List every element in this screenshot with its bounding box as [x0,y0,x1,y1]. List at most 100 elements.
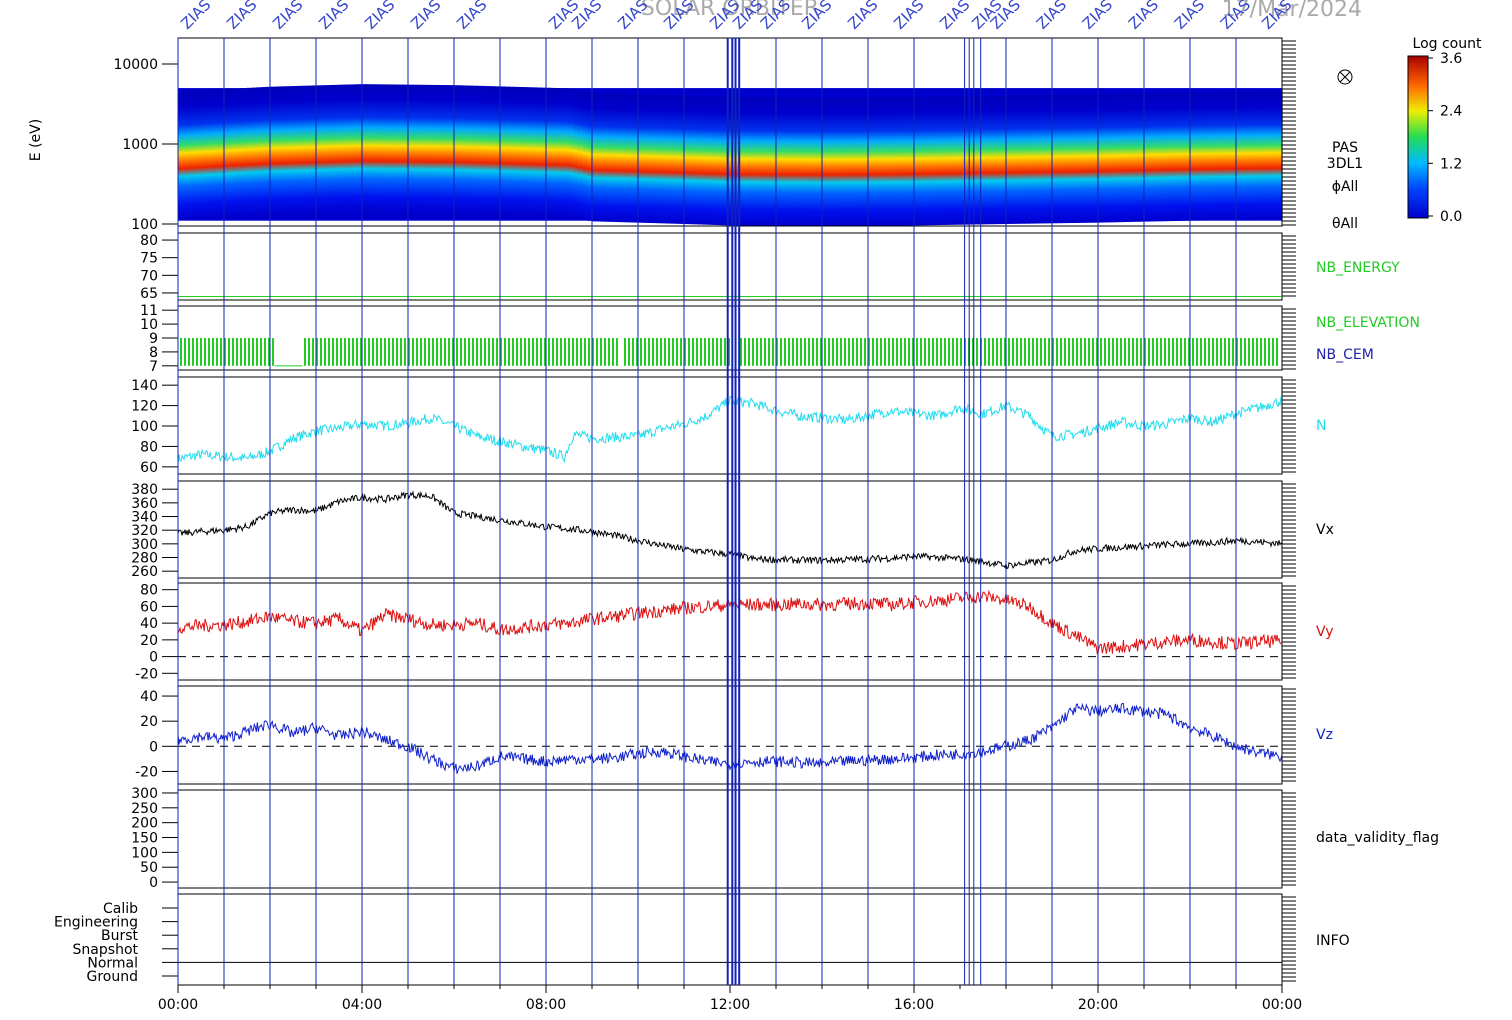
spectrogram-column [1125,93,1131,222]
spectrogram-column [513,86,519,216]
spectrogram-column [1190,92,1196,221]
spectrogram-column [670,95,676,224]
y-tick-label: 0 [149,650,158,666]
spectrogram-column [380,84,386,213]
time-marker-label: ZIAS [315,0,352,33]
spectrogram-column [1102,94,1108,223]
panel-frame [177,582,1283,681]
panel-frame [177,893,1283,986]
spectrogram-column [1093,94,1099,223]
time-marker-label: ZIAS [936,0,973,33]
y-tick-label: 40 [140,616,158,632]
spectrogram-column [794,97,800,226]
spectrogram-column [964,96,970,225]
spectrogram-column [849,97,855,226]
spectrogram-column [1249,91,1255,220]
spectrogram-column [1019,95,1025,224]
spectrogram-right-label: PAS [1332,140,1358,156]
y-tick-label: 100 [131,845,158,861]
spectrogram-column [1157,93,1163,222]
spectrogram-column [1148,93,1154,222]
spectrogram-column [435,84,441,214]
spectrogram-column [955,96,961,225]
spectrogram-column [578,90,584,219]
spectrogram-column [799,97,805,226]
spectrogram-column [375,84,381,213]
spectrogram-column [467,85,473,214]
spectrogram-column [1107,94,1113,223]
y-tick-label: 100 [131,217,158,233]
spectrogram-column [633,94,639,223]
spectrogram-column [329,84,335,214]
spectrogram-column [293,85,299,215]
spectrogram-column [1121,93,1127,223]
spectrogram-column [1259,91,1265,220]
spectrogram-column [527,87,533,216]
spectrogram-column [1134,93,1140,222]
x-tick-label: 16:00 [894,997,934,1013]
spectrogram-column [196,90,202,219]
spectrogram-column [688,96,694,225]
spectrogram-column [914,97,920,226]
y-tick-label: 80 [140,233,158,249]
spectrogram-column [647,94,653,223]
colorbar-title: Log count [1413,36,1482,52]
time-marker-label: ZIAS [1033,0,1070,33]
spectrogram-column [219,89,225,218]
spectrogram-column [1015,95,1021,224]
spectrogram-column [1033,95,1039,224]
right-label: NB_ELEVATION [1316,315,1420,331]
spectrogram-column [325,85,331,214]
spectrogram-column [601,93,607,222]
spectrogram-column [463,85,469,214]
spectrogram-column [582,91,588,220]
y-tick-label: Ground [87,969,139,985]
spectrogram-column [352,84,358,213]
spectrogram-column [1153,93,1159,222]
y-tick-label: 65 [140,286,158,302]
spectrogram-column [187,91,193,220]
N-panel: 140 120 100 80 60 N [131,376,1326,476]
spectrogram-column [937,96,943,226]
spectrogram-column [743,97,749,226]
spectrogram-column [270,86,276,215]
spectrogram-column [780,97,786,226]
spectrogram-column [394,84,400,213]
spectrogram-column [1061,94,1067,224]
spectrogram-column [247,87,253,216]
spectrogram-column [900,97,906,226]
spectrogram-column [343,84,349,213]
spectrogram-column [228,88,234,217]
spectrogram-column [766,97,772,226]
spectrogram-column [205,90,211,219]
spectrogram-column [182,91,188,220]
spectrogram-column [1029,95,1035,224]
spectrogram-column [1194,92,1200,221]
y-tick-label: 140 [131,378,158,394]
spectrogram-column [1052,95,1058,224]
spectrogram-column [472,85,478,214]
colorbar-tick-label: 1.2 [1440,156,1462,172]
colorbar-gradient [1407,55,1429,219]
y-tick-label: 300 [131,786,158,802]
x-tick-label: 00:00 [158,997,198,1013]
spectrogram-column [362,84,368,213]
spectrogram-column [863,97,869,226]
spectrogram-column [720,97,726,226]
y-tick-label: 20 [140,714,158,730]
spectrogram-column [909,97,915,226]
spectrogram-column [592,93,598,222]
spectrogram-column [762,97,768,226]
spectrogram-column [550,87,556,217]
spectrogram-column [624,94,630,223]
spectrogram-column [697,96,703,225]
spectrogram-column [716,96,722,226]
spectrogram-column [431,84,437,214]
x-tick-label: 12:00 [710,997,750,1013]
Vx-series-line [177,490,1283,570]
spectrogram-column [1079,94,1085,223]
spectrogram-column [408,84,414,213]
spectrogram-column [1001,95,1007,225]
